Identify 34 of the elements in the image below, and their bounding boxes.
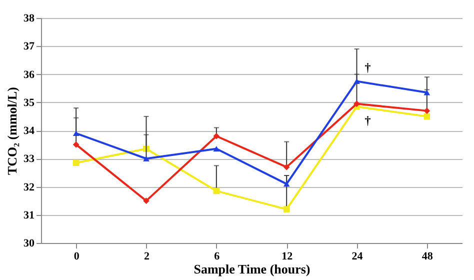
y-axis-title: TCO₂ (mmol/L) bbox=[4, 86, 20, 176]
point bbox=[213, 132, 220, 140]
x-tick-label: 0 bbox=[74, 250, 80, 262]
y-tick-label: 37 bbox=[24, 40, 35, 53]
x-tick-label: 48 bbox=[422, 250, 434, 262]
point bbox=[72, 130, 80, 136]
x-axis-title: Sample Time (hours) bbox=[194, 262, 310, 276]
y-tick-label: 32 bbox=[24, 181, 35, 194]
point bbox=[283, 206, 290, 212]
y-tick-label: 36 bbox=[24, 68, 35, 81]
point bbox=[72, 141, 80, 148]
annotation: † bbox=[364, 60, 371, 74]
point bbox=[283, 164, 290, 170]
y-tick-label: 31 bbox=[24, 209, 34, 222]
point bbox=[424, 108, 430, 114]
y-tick-label: 35 bbox=[24, 96, 35, 109]
point bbox=[354, 78, 360, 84]
annotation: † bbox=[364, 114, 371, 128]
x-tick-label: 24 bbox=[352, 250, 364, 262]
point bbox=[213, 188, 220, 194]
point bbox=[72, 160, 80, 166]
x-tick-label: 2 bbox=[144, 250, 150, 262]
x-tick-label: 12 bbox=[282, 250, 294, 262]
x-tick-label: 6 bbox=[214, 250, 220, 262]
point bbox=[143, 198, 150, 204]
y-tick-label: 30 bbox=[24, 238, 35, 250]
y-tick-label: 34 bbox=[24, 125, 35, 137]
point bbox=[143, 156, 150, 162]
point bbox=[283, 181, 290, 187]
y-tick-label: 33 bbox=[24, 153, 35, 166]
point bbox=[354, 100, 360, 107]
point bbox=[213, 146, 220, 152]
point bbox=[424, 90, 430, 96]
y-tick-label: 38 bbox=[24, 12, 35, 24]
